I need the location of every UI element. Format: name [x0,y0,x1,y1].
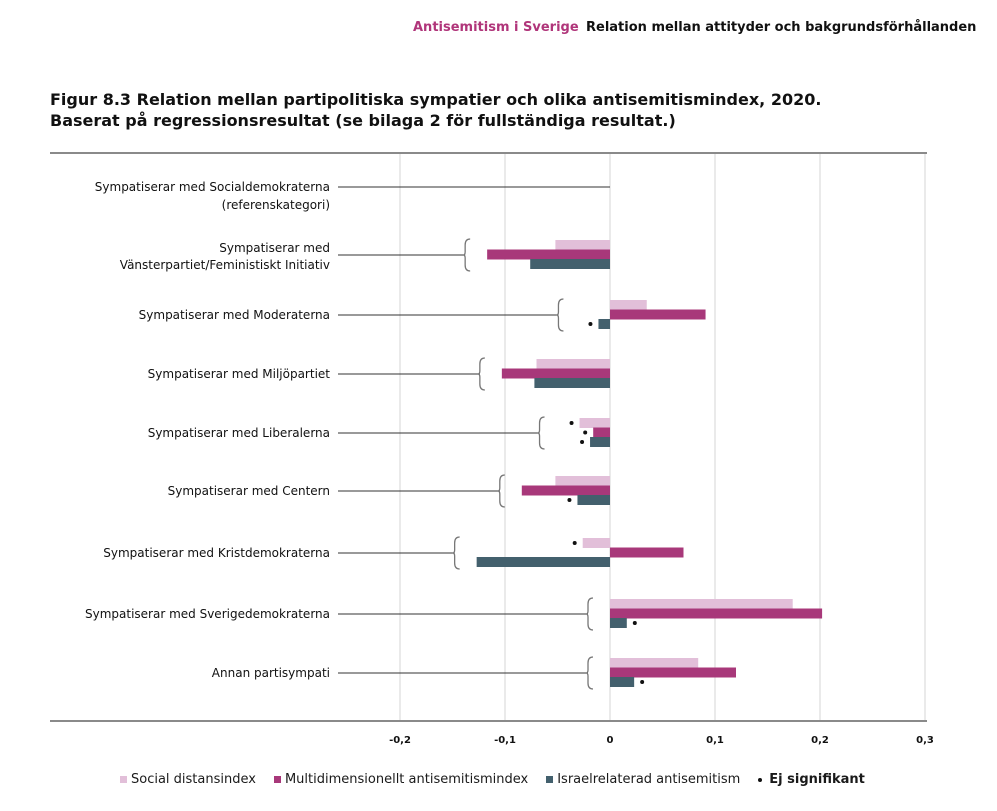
x-tick-label: 0,3 [916,735,934,746]
legend: Social distansindex Multidimensionellt a… [120,772,883,787]
bar-israel [610,618,627,628]
bracket [477,357,485,391]
category-label: Sympatiserar med [219,241,330,255]
not-significant-dot [569,421,574,425]
not-significant-dot [580,440,585,444]
legend-item-multi: Multidimensionellt antisemitismindex [273,772,529,787]
bar-social [536,359,610,369]
chapter-title: Relation mellan attityder och bakgrundsf… [586,20,977,35]
legend-swatch-israel [546,776,554,783]
bar-israel [610,677,635,687]
x-tick-label: -0,1 [494,735,516,746]
legend-dot-icon [758,777,763,782]
x-tick-label: 0 [607,735,614,746]
not-significant-dot [567,498,572,502]
not-significant-dot [640,680,645,684]
bar-multi [610,547,684,558]
legend-item-israel: Israelrelaterad antisemitism [546,772,740,787]
legend-item-social: Social distansindex [120,772,256,787]
legend-label-multi: Multidimensionellt antisemitismindex [284,772,529,787]
bar-multi [487,249,610,260]
not-significant-dot [583,430,588,435]
bar-social [555,476,610,486]
category-label: Sympatiserar med Miljöpartiet [148,367,331,381]
not-significant-dot [588,322,593,326]
bar-multi [593,427,610,438]
not-significant-dot [572,541,577,545]
category-label: Sympatiserar med Liberalerna [148,426,330,440]
bracket [497,474,505,508]
category-label: Sympatiserar med Kristdemokraterna [103,546,330,560]
category-label: Sympatiserar med Sverigedemokraterna [85,607,330,621]
bracket [585,656,594,690]
bar-social [555,240,610,250]
category-label: Sympatiserar med Moderaterna [139,308,330,322]
bar-israel [530,259,610,269]
bracket [585,597,594,631]
legend-swatch-multi [273,776,281,783]
category-label: Sympatiserar med Centern [168,484,330,498]
bar-social [610,599,793,609]
bar-multi [610,309,706,320]
category-label-line2: (referenskategori) [222,198,330,212]
legend-label-israel: Israelrelaterad antisemitism [557,772,741,787]
bar-multi [521,485,610,496]
bracket [452,536,460,570]
bar-social [582,538,610,548]
bar-multi [610,667,736,678]
legend-swatch-social [120,776,127,783]
bar-multi [501,368,610,379]
legend-item-not-significant: Ej signifikant [758,772,865,787]
figure-title: Figur 8.3 Relation mellan partipolitiska… [50,89,821,131]
bracket [463,238,471,272]
legend-label-social: Social distansindex [131,772,256,787]
bar-social [579,418,610,428]
category-label: Annan partisympati [212,666,330,680]
x-tick-label: -0,2 [389,735,411,746]
section-name: Antisemitism i Sverige [413,20,579,35]
bracket [537,416,545,450]
x-tick-label: 0,1 [706,735,724,746]
category-label: Sympatiserar med Socialdemokraterna [95,180,330,194]
figure-title-line2: Baserat på regressionsresultat (se bilag… [50,111,676,130]
figure-title-line1: Figur 8.3 Relation mellan partipolitiska… [50,90,822,109]
page-header: Antisemitism i Sverige Relation mellan a… [0,20,997,40]
bar-israel [476,557,610,567]
category-label-line2: Vänsterpartiet/Feministiskt Initiativ [120,258,330,272]
bar-multi [610,608,823,619]
bar-israel [577,495,610,505]
not-significant-dot [632,621,637,625]
bar-social [610,300,647,310]
bar-israel [598,319,610,329]
x-tick-label: 0,2 [811,735,829,746]
bracket [556,298,564,332]
bar-israel [590,437,610,447]
bar-israel [534,378,610,388]
legend-label-not-significant: Ej signifikant [769,772,865,787]
bar-social [610,658,699,668]
